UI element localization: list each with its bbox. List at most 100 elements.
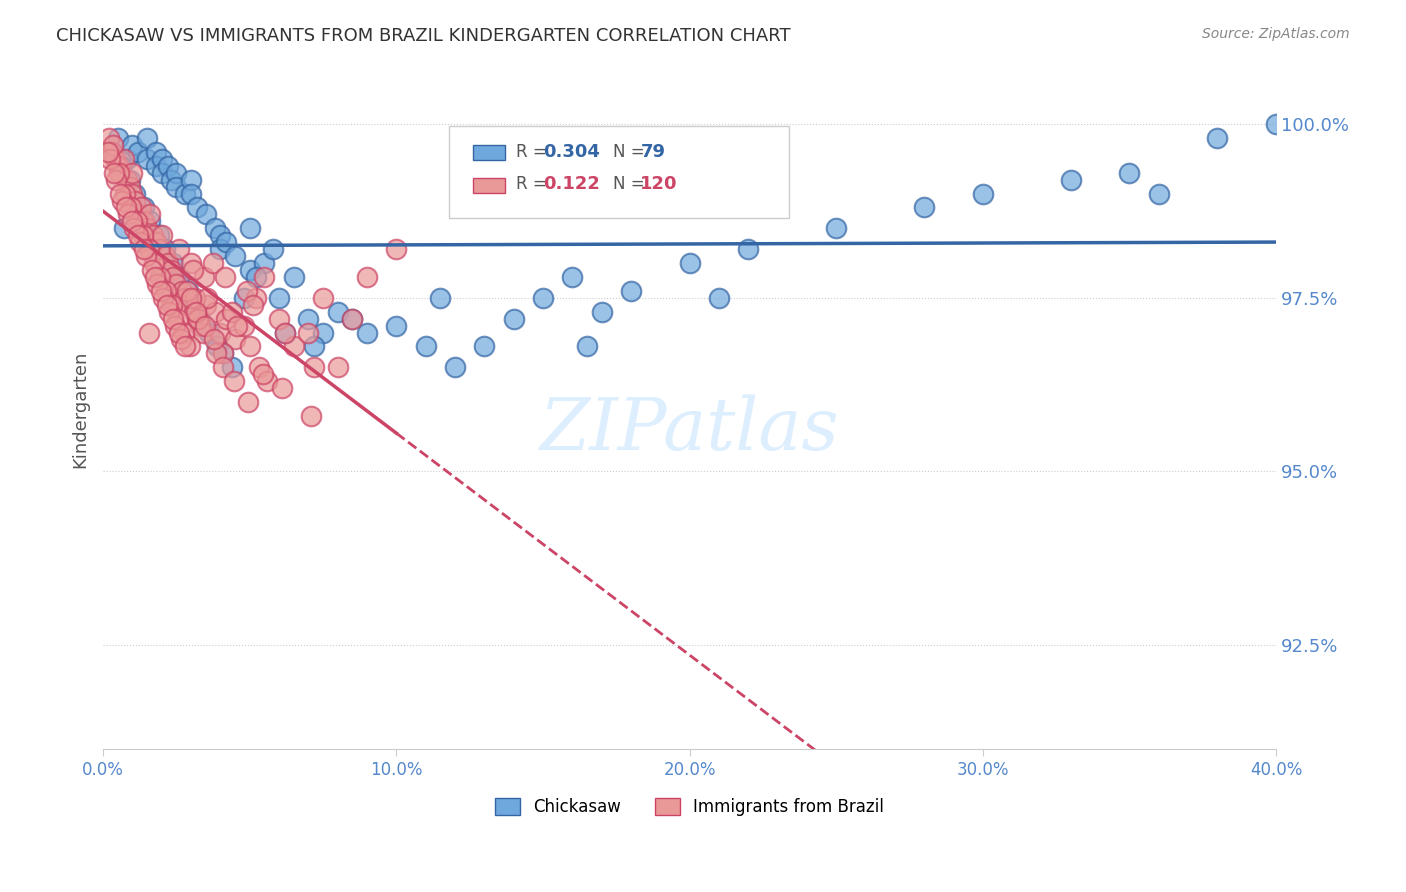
Point [297,326,319,340]
Point [267,311,290,326]
Point [326,360,349,375]
Point [145,235,167,250]
Point [112,152,135,166]
Text: Source: ZipAtlas.com: Source: ZipAtlas.com [1202,27,1350,41]
Point [115,172,138,186]
Point [302,339,325,353]
Point [153,242,176,256]
Point [108,166,131,180]
Point [179,339,201,353]
Point [221,360,243,375]
Point [174,291,197,305]
Point [145,145,167,159]
Point [150,166,173,180]
Point [253,256,276,270]
Point [145,159,167,173]
Point [150,228,173,243]
Point [707,291,730,305]
Point [159,263,181,277]
Point [256,374,278,388]
Text: 0.122: 0.122 [543,175,600,194]
Point [118,179,141,194]
Point [242,298,264,312]
Text: R =: R = [516,175,553,194]
Point [101,145,124,159]
Point [531,291,554,305]
Point [129,201,152,215]
Point [165,166,187,180]
Point [197,326,219,340]
Point [122,221,145,235]
Point [183,298,205,312]
Point [356,269,378,284]
Point [205,346,228,360]
Point [121,214,143,228]
Point [194,207,217,221]
Point [214,269,236,284]
Point [186,304,208,318]
Point [165,179,187,194]
Point [271,381,294,395]
Point [159,172,181,186]
Point [156,256,179,270]
Point [356,326,378,340]
Point [232,291,254,305]
Point [124,186,146,201]
Point [274,326,297,340]
Point [326,304,349,318]
Point [125,214,148,228]
Point [591,304,613,318]
Point [128,235,150,250]
Point [179,291,201,305]
Point [176,284,198,298]
Point [912,201,935,215]
Point [181,263,204,277]
Point [110,159,132,173]
Point [138,326,160,340]
Point [173,326,195,340]
Point [297,311,319,326]
Point [165,277,187,291]
Point [1265,117,1288,131]
Point [195,291,218,305]
Point [136,152,159,166]
Point [127,145,149,159]
Point [188,311,211,326]
Point [157,304,180,318]
Point [112,221,135,235]
Point [212,346,235,360]
Point [162,311,184,326]
Point [107,159,129,173]
Point [148,242,170,256]
Point [150,152,173,166]
Point [1147,186,1170,201]
FancyBboxPatch shape [449,127,789,219]
Point [209,242,232,256]
Point [385,242,408,256]
Point [96,145,118,159]
Point [170,333,193,347]
Point [180,186,202,201]
Text: ZIPatlas: ZIPatlas [540,394,839,465]
FancyBboxPatch shape [472,178,505,194]
Point [184,291,207,305]
Text: 79: 79 [640,143,665,161]
Point [156,159,179,173]
Point [180,256,202,270]
Point [283,269,305,284]
Point [110,166,132,180]
Point [225,318,247,333]
FancyBboxPatch shape [472,145,505,161]
Point [169,242,191,256]
Point [135,249,157,263]
Text: 120: 120 [640,175,678,194]
Text: N =: N = [613,175,650,194]
Point [188,318,211,333]
Point [163,318,186,333]
Legend: Chickasaw, Immigrants from Brazil: Chickasaw, Immigrants from Brazil [488,791,890,822]
Point [575,339,598,353]
Point [186,201,208,215]
Point [142,228,165,243]
Point [169,269,191,284]
Point [239,339,262,353]
